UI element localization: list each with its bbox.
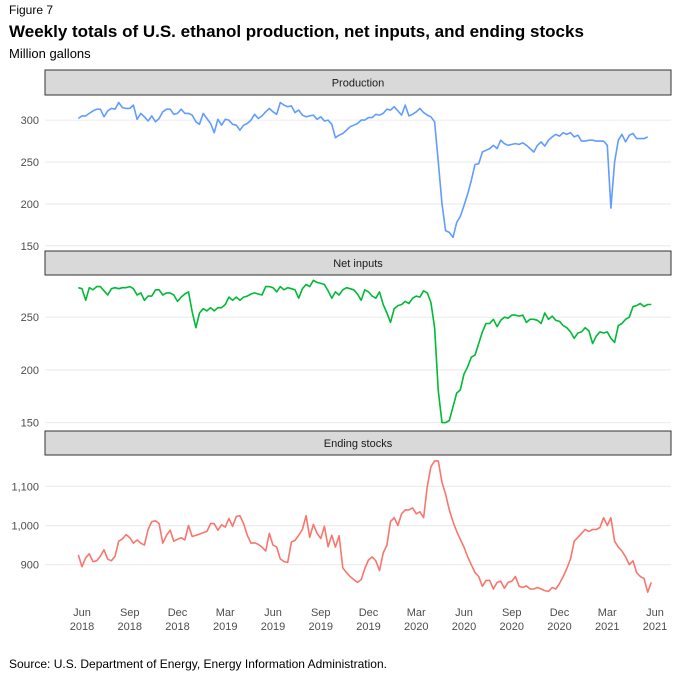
x-tick-year: 2021 [595,621,619,633]
x-tick-month: Dec [359,607,379,619]
x-tick-year: 2018 [165,621,189,633]
y-tick-label: 250 [21,157,39,169]
y-tick-label: 200 [21,365,39,377]
y-tick-label: 150 [21,241,39,253]
x-tick-month: Sep [120,607,140,619]
y-tick-label: 200 [21,199,39,211]
x-tick-month: Jun [455,607,473,619]
x-tick-month: Dec [168,607,188,619]
series-line-net-inputs [78,279,652,424]
x-tick-year: 2020 [500,621,524,633]
x-tick-year: 2020 [547,621,571,633]
x-tick-year: 2018 [118,621,142,633]
x-tick-month: Dec [550,607,570,619]
y-tick-label: 250 [21,312,39,324]
x-tick-month: Sep [502,607,522,619]
x-tick-year: 2021 [643,621,667,633]
source-note: Source: U.S. Department of Energy, Energ… [9,657,387,671]
panel-strip-label: Net inputs [333,258,383,270]
x-tick-year: 2020 [404,621,428,633]
x-tick-month: Mar [598,607,617,619]
x-tick-month: Jun [646,607,664,619]
x-tick-month: Mar [407,607,426,619]
y-tick-label: 1,000 [11,521,39,533]
y-tick-label: 1,100 [11,481,39,493]
panel-strip-label: Ending stocks [324,438,393,450]
panel-strip-net-inputs [44,250,672,276]
series-line-ending-stocks [77,460,653,594]
x-tick-year: 2019 [356,621,380,633]
chart-subtitle: Million gallons [9,46,91,61]
series-line-production [77,101,649,239]
x-tick-year: 2019 [309,621,333,633]
y-tick-label: 150 [21,418,39,430]
x-tick-month: Sep [311,607,331,619]
x-tick-year: 2019 [261,621,285,633]
x-tick-month: Mar [216,607,235,619]
x-tick-year: 2020 [452,621,476,633]
x-tick-year: 2019 [213,621,237,633]
panel-strip-label: Production [332,78,385,90]
figure-label: Figure 7 [9,3,54,17]
panel-strip-production [44,69,672,96]
x-tick-year: 2018 [70,621,94,633]
x-tick-month: Jun [73,607,91,619]
panel-strip-ending-stocks [44,430,672,456]
y-tick-label: 300 [21,115,39,127]
chart-title: Weekly totals of U.S. ethanol production… [9,22,584,41]
y-tick-label: 900 [21,560,39,572]
x-tick-month: Jun [264,607,282,619]
